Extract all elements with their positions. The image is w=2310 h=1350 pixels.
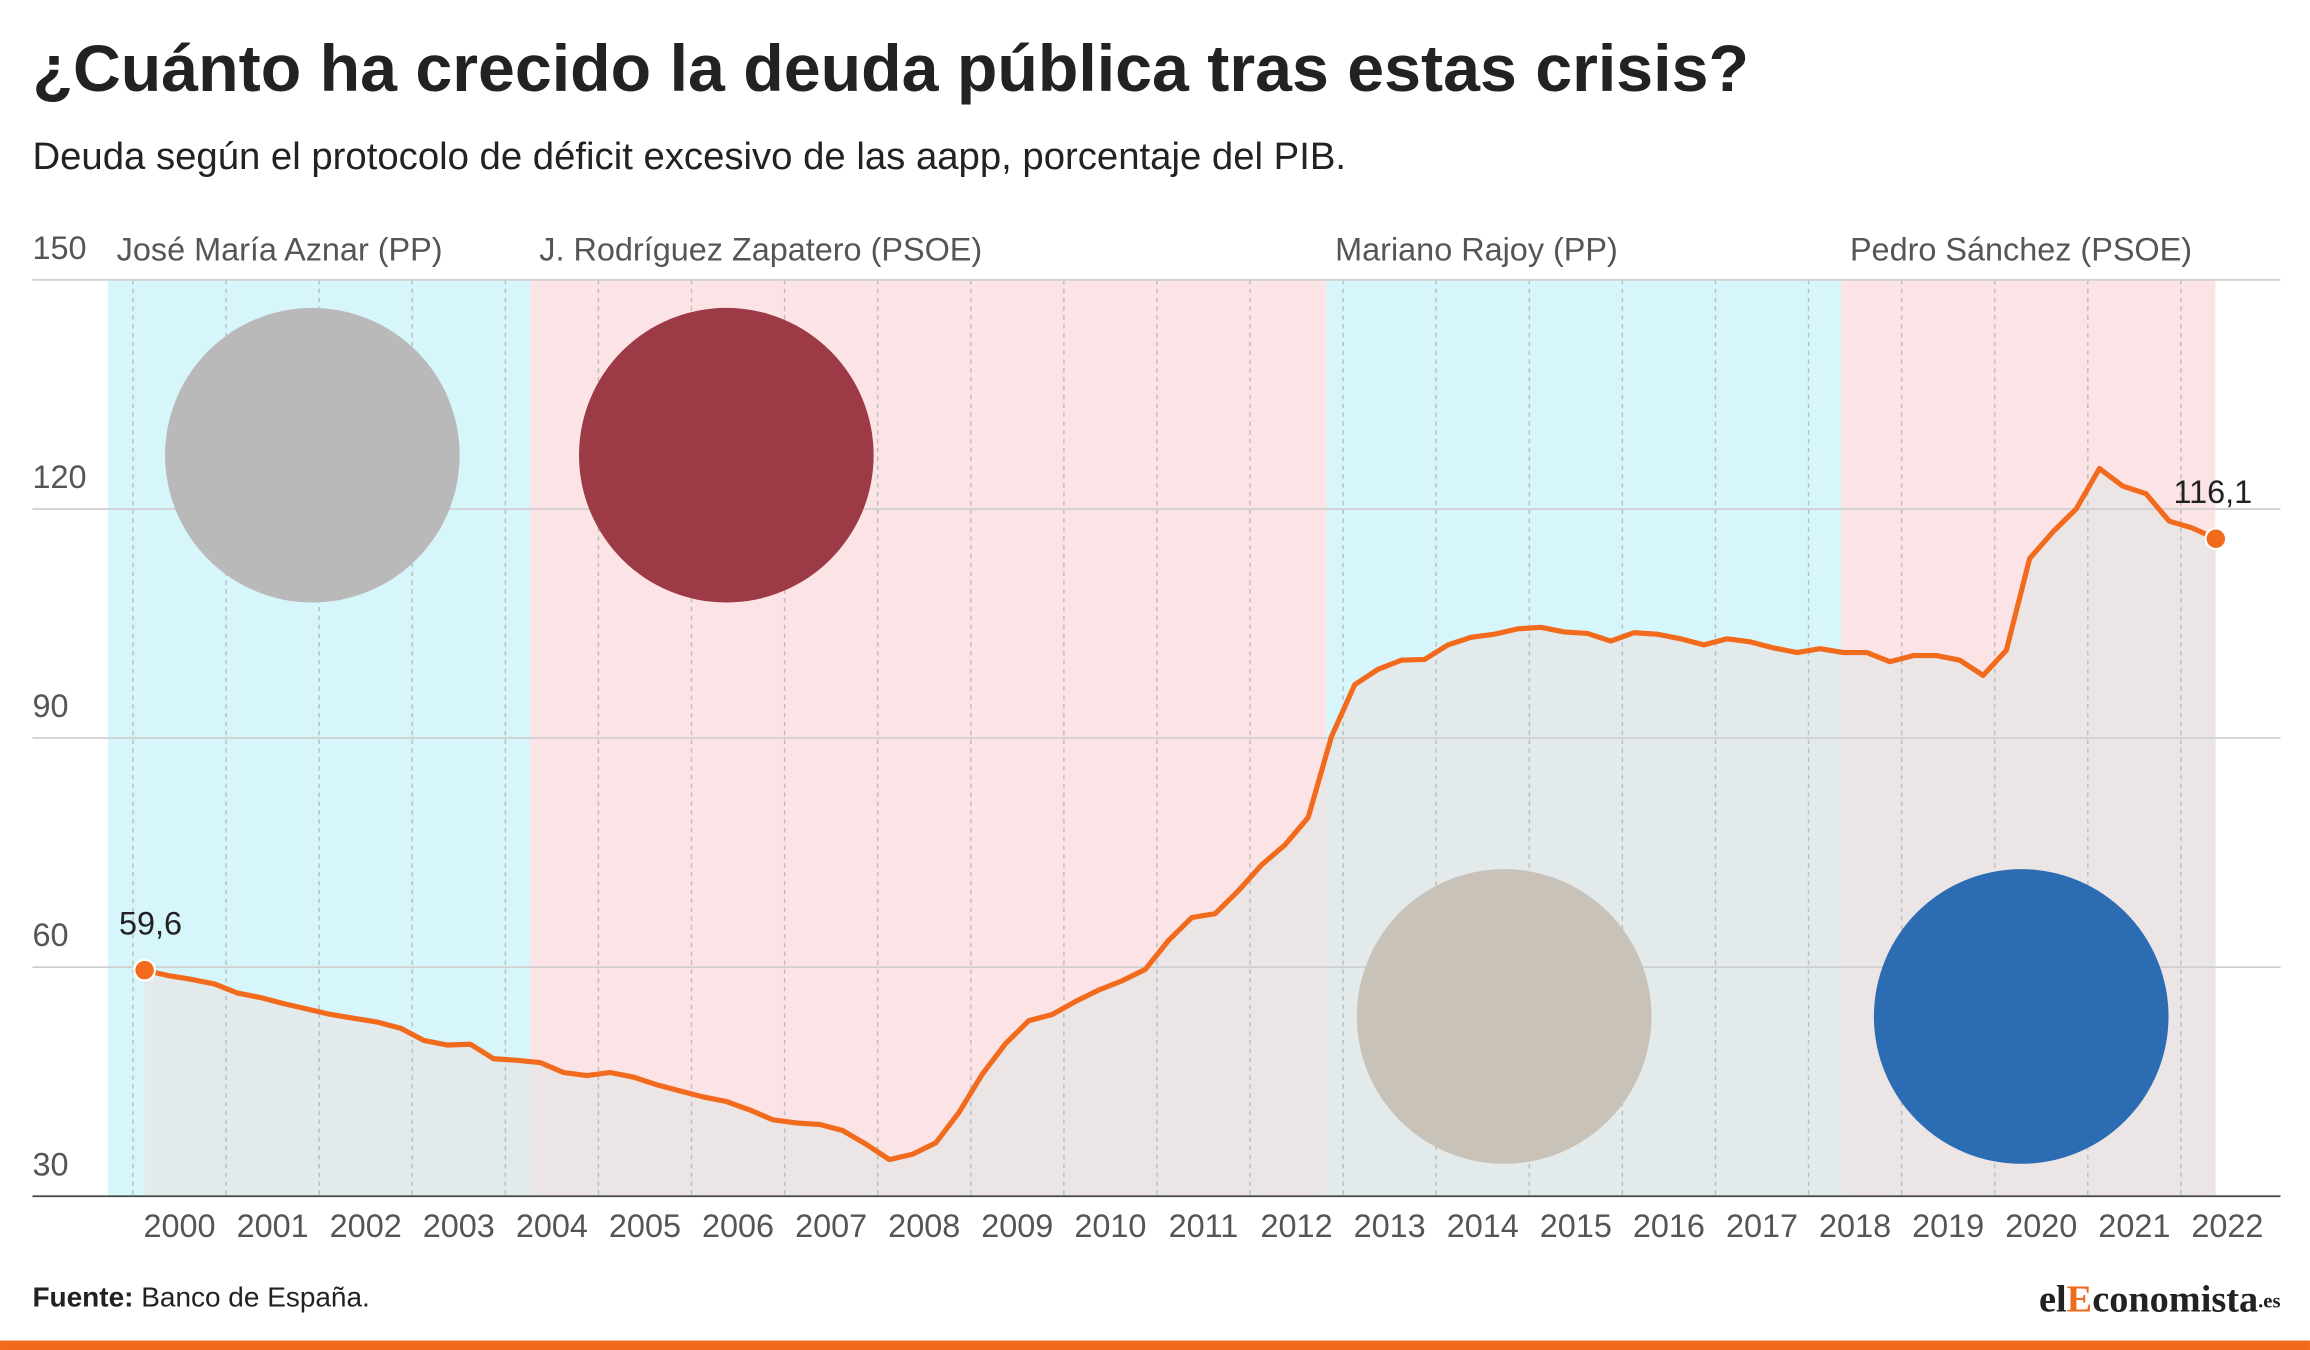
- x-tick-label: 2009: [981, 1208, 1053, 1244]
- x-tick-label: 2017: [1726, 1208, 1798, 1244]
- source-text: Banco de España.: [141, 1282, 370, 1313]
- photo-sanchez: [1873, 869, 2169, 1164]
- x-tick-label: 2007: [795, 1208, 867, 1244]
- x-tick-label: 2016: [1633, 1208, 1705, 1244]
- x-tick-label: 2004: [516, 1208, 588, 1244]
- x-tick-label: 2002: [330, 1208, 402, 1244]
- debt-line: [144, 465, 2217, 1163]
- x-tick-label: 2005: [609, 1208, 681, 1244]
- period-label: Pedro Sánchez (PSOE): [1850, 231, 2192, 267]
- period-label: J. Rodríguez Zapatero (PSOE): [539, 231, 982, 267]
- logo-part: el: [2039, 1278, 2067, 1320]
- x-tick-label: 2012: [1261, 1208, 1333, 1244]
- y-tick-label: 120: [32, 459, 86, 495]
- x-tick-label: 2022: [2191, 1208, 2263, 1244]
- logo-part: conomista: [2092, 1278, 2258, 1320]
- x-tick-label: 2015: [1540, 1208, 1612, 1244]
- x-tick-label: 2020: [2005, 1208, 2077, 1244]
- logo: elEconomista.es: [2039, 1278, 2280, 1320]
- period-label: José María Aznar (PP): [117, 231, 443, 267]
- photo-zapatero: [578, 307, 874, 603]
- y-tick-label: 90: [32, 688, 68, 724]
- y-tick-label: 30: [32, 1146, 68, 1182]
- x-tick-label: 2019: [1912, 1208, 1984, 1244]
- source: Fuente: Banco de España.: [32, 1282, 369, 1313]
- source-label: Fuente:: [32, 1282, 133, 1313]
- y-tick-label: 60: [32, 917, 68, 953]
- plot: José María Aznar (PP) J. Rodríguez Zapate…: [32, 230, 2281, 1244]
- x-tick-label: 2013: [1354, 1208, 1426, 1244]
- bottom-bar: [0, 1340, 2310, 1350]
- end-point: [133, 958, 157, 982]
- x-tick-label: 2006: [702, 1208, 774, 1244]
- end-point: [2204, 527, 2228, 551]
- photo-aznar: [165, 307, 460, 603]
- x-tick-label: 2001: [237, 1208, 309, 1244]
- chart-title: ¿Cuánto ha crecido la deuda pública tras…: [32, 32, 1748, 106]
- logo-part: .es: [2258, 1290, 2280, 1312]
- x-tick-label: 2011: [1169, 1208, 1239, 1244]
- period-label: Mariano Rajoy (PP): [1335, 231, 1618, 267]
- x-tick-label: 2010: [1074, 1208, 1146, 1244]
- logo-part: E: [2067, 1278, 2093, 1320]
- x-tick-label: 2021: [2098, 1208, 2170, 1244]
- x-tick-label: 2008: [888, 1208, 960, 1244]
- area: [144, 468, 2216, 1197]
- y-tick-label: 150: [32, 230, 86, 266]
- point-label: 116,1: [2174, 474, 2253, 510]
- x-tick-label: 2003: [423, 1208, 495, 1244]
- photo-rajoy: [1356, 869, 1652, 1164]
- chart-subtitle: Deuda según el protocolo de déficit exce…: [32, 135, 1346, 178]
- x-tick-label: 2014: [1447, 1208, 1519, 1244]
- point-label: 59,6: [119, 906, 182, 942]
- x-tick-label: 2000: [144, 1208, 216, 1244]
- x-tick-label: 2018: [1819, 1208, 1891, 1244]
